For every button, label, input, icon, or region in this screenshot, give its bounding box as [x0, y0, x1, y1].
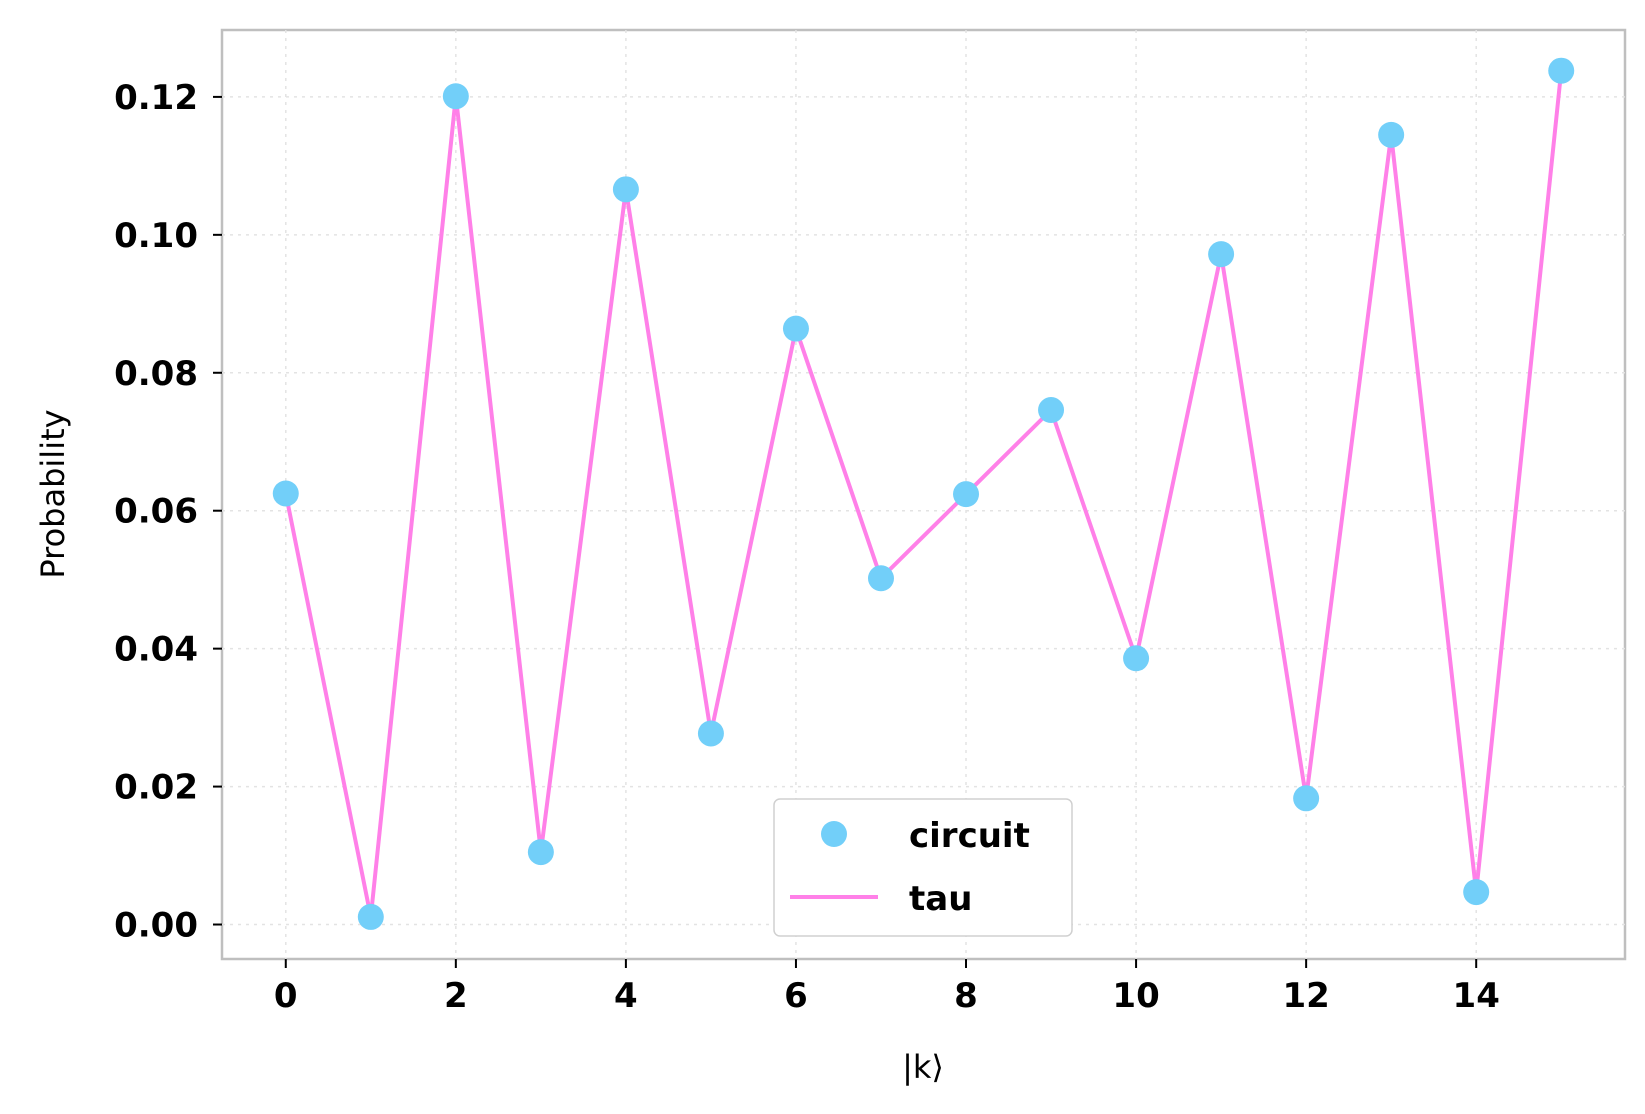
x-tick-label: 2 — [444, 976, 468, 1016]
circuit-point — [1208, 241, 1235, 268]
x-tick-label: 10 — [1112, 976, 1159, 1016]
tau-line — [283, 70, 1564, 918]
circuit-point — [953, 481, 980, 508]
x-tick-label: 14 — [1453, 976, 1500, 1016]
circuit-point — [867, 565, 894, 592]
legend-frame — [773, 798, 1073, 937]
circuit-point — [1123, 645, 1150, 672]
circuit-point — [1463, 879, 1490, 906]
x-tick-label: 4 — [614, 976, 638, 1016]
circuit-point — [1293, 785, 1320, 812]
circuit-point — [1378, 121, 1405, 148]
x-tick-label: 0 — [274, 976, 298, 1016]
x-axis-label: |k⟩ — [902, 1048, 944, 1086]
legend-label-circuit: circuit — [909, 816, 1030, 856]
circuit-point — [357, 903, 384, 930]
y-axis-label: Probability — [34, 409, 72, 578]
series-line-group — [283, 70, 1564, 918]
circuit-point — [527, 839, 554, 866]
y-tick-label: 0.12 — [114, 78, 198, 118]
circuit-point — [782, 315, 809, 342]
circuit-point — [1548, 57, 1575, 84]
y-tick-label: 0.00 — [114, 906, 198, 946]
y-tick-label: 0.06 — [114, 492, 198, 532]
circuit-point — [697, 720, 724, 747]
circuit-point — [612, 176, 639, 203]
y-tick-label: 0.08 — [114, 354, 198, 394]
x-tick-label: 6 — [784, 976, 808, 1016]
circuit-point — [272, 480, 299, 507]
ticks: 0 2 4 6 8 10 12 14 0.00 0.02 0.04 0.06 0.08 0.10 0.12 — [114, 78, 1500, 1016]
series-points-group — [272, 57, 1575, 930]
legend: circuit tau — [773, 798, 1073, 937]
circuit-point — [442, 83, 469, 110]
y-tick-label: 0.04 — [114, 630, 198, 670]
y-tick-label: 0.02 — [114, 768, 198, 808]
legend-label-tau: tau — [909, 879, 972, 919]
x-tick-label: 8 — [954, 976, 978, 1016]
legend-marker-circuit — [821, 821, 847, 847]
circuit-point — [1038, 397, 1065, 424]
y-tick-label: 0.10 — [114, 216, 198, 256]
x-tick-label: 12 — [1282, 976, 1329, 1016]
